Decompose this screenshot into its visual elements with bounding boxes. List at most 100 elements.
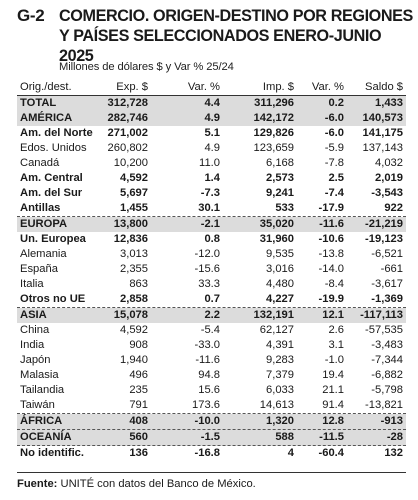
- cell-exp: 282,746: [107, 112, 148, 124]
- cell-imp-var: -10.6: [318, 233, 345, 245]
- cell-exp-var: -2.1: [200, 218, 220, 230]
- cell-imp: 9,535: [266, 248, 294, 260]
- table-row: EUROPA 13,800 -2.1 35,020 -11.6 -21,219: [17, 217, 406, 232]
- cell-imp-var: 19.4: [322, 369, 344, 381]
- cell-saldo: 132: [384, 447, 403, 459]
- cell-imp: 4,480: [266, 278, 294, 290]
- table-row: Japón 1,940 -11.6 9,283 -1.0 -7,344: [17, 353, 406, 368]
- cell-exp: 4,592: [120, 324, 148, 336]
- cell-origin: Italia: [20, 278, 44, 290]
- cell-imp: 311,296: [254, 97, 294, 109]
- cell-saldo: -19,123: [365, 233, 403, 245]
- cell-saldo: -3,617: [371, 278, 403, 290]
- cell-exp: 5,697: [120, 187, 148, 199]
- cell-saldo: -117,113: [360, 309, 403, 321]
- cell-imp-var: -11.5: [319, 431, 344, 443]
- table-row: Alemania 3,013 -12.0 9,535 -13.8 -6,521: [17, 247, 406, 262]
- cell-origin: Malasia: [20, 369, 59, 381]
- cell-imp: 4,227: [266, 293, 294, 305]
- cell-saldo: -6,882: [371, 369, 403, 381]
- cell-exp-var: 4.9: [204, 142, 220, 154]
- cell-exp-var: 5.1: [204, 127, 220, 139]
- cell-origin: TOTAL: [20, 97, 57, 109]
- cell-exp-var: 173.6: [192, 399, 220, 411]
- table-row: ASIA 15,078 2.2 132,191 12.1 -117,113: [17, 308, 406, 323]
- cell-exp-var: 30.1: [198, 202, 220, 214]
- cell-imp: 6,033: [266, 384, 294, 396]
- cell-exp: 2,858: [120, 293, 148, 305]
- cell-imp: 62,127: [259, 324, 294, 336]
- cell-saldo: -7,344: [371, 354, 403, 366]
- table-row: TOTAL 312,728 4.4 311,296 0.2 1,433: [17, 96, 406, 111]
- cell-origin: Otros no UE: [20, 293, 86, 305]
- cell-exp: 271,002: [107, 127, 148, 139]
- cell-exp: 13,800: [113, 218, 148, 230]
- cell-exp-var: 11.0: [199, 157, 220, 169]
- cell-saldo: -3,543: [371, 187, 403, 199]
- table-row: Italia 863 33.3 4,480 -8.4 -3,617: [17, 277, 406, 292]
- cell-exp-var: 4.4: [204, 97, 220, 109]
- cell-origin: OCEANÍA: [20, 431, 72, 443]
- cell-imp-var: -5.9: [324, 142, 344, 154]
- cell-imp-var: -1.0: [324, 354, 344, 366]
- cell-imp: 7,379: [266, 369, 294, 381]
- cell-exp-var: 94.8: [198, 369, 220, 381]
- cell-origin: AMÉRICA: [20, 112, 73, 124]
- cell-origin: Am. del Norte: [20, 127, 93, 139]
- footer-text: UNITÉ con datos del Banco de México.: [57, 478, 256, 490]
- chart-title: COMERCIO. ORIGEN-DESTINO POR REGIONES Y …: [59, 7, 413, 65]
- table-row: Edos. Unidos 260,802 4.9 123,659 -5.9 137,143: [17, 141, 406, 156]
- cell-origin: Canadá: [20, 157, 60, 169]
- table-row: Am. Central 4,592 1.4 2,573 2.5 2,019: [17, 171, 406, 186]
- cell-saldo: 140,573: [362, 112, 403, 124]
- table-row: ÁFRICA 408 -10.0 1,320 12.8 -913: [17, 414, 406, 430]
- cell-imp-var: 91.4: [322, 399, 344, 411]
- cell-exp: 863: [129, 278, 148, 290]
- cell-imp: 123,659: [253, 142, 294, 154]
- cell-exp-var: 33.3: [198, 278, 220, 290]
- column-header-exp-var: Var. %: [187, 81, 220, 93]
- column-header-exp: Exp. $: [116, 81, 148, 93]
- cell-origin: Alemania: [20, 248, 67, 260]
- cell-saldo: -913: [380, 415, 403, 427]
- cell-imp: 533: [275, 202, 294, 214]
- cell-exp-var: 0.8: [204, 233, 220, 245]
- cell-imp-var: -17.9: [318, 202, 345, 214]
- cell-imp-var: -8.4: [324, 278, 344, 290]
- cell-imp-var: 12.1: [322, 309, 344, 321]
- table-row: Malasia 496 94.8 7,379 19.4 -6,882: [17, 368, 406, 383]
- table-row: China 4,592 -5.4 62,127 2.6 -57,535: [17, 323, 406, 338]
- table-row: OCEANÍA 560 -1.5 588 -11.5 -28: [17, 430, 406, 446]
- cell-imp-var: -6.0: [324, 127, 344, 139]
- table-row: Am. del Norte 271,002 5.1 129,826 -6.0 141,17…: [17, 126, 406, 141]
- cell-exp: 15,078: [113, 309, 148, 321]
- cell-exp: 408: [129, 415, 148, 427]
- data-table: Orig./dest. Exp. $ Var. % Imp. $ Var. % …: [17, 80, 406, 461]
- cell-imp-var: -60.4: [318, 447, 345, 459]
- cell-saldo: 2,019: [375, 172, 403, 184]
- cell-exp-var: -33.0: [194, 339, 221, 351]
- cell-exp: 2,355: [120, 263, 148, 275]
- footer-rule: [17, 472, 406, 473]
- cell-exp: 496: [129, 369, 148, 381]
- cell-exp-var: 4.9: [204, 112, 220, 124]
- table-row: No identific. 136 -16.8 4 -60.4 132: [17, 446, 406, 461]
- cell-origin: ÁFRICA: [20, 415, 63, 427]
- column-header-origin: Orig./dest.: [20, 81, 72, 93]
- cell-origin: Japón: [20, 354, 51, 366]
- cell-exp: 908: [129, 339, 148, 351]
- cell-origin: Edos. Unidos: [20, 142, 87, 154]
- table-row: AMÉRICA 282,746 4.9 142,172 -6.0 140,573: [17, 111, 406, 126]
- cell-saldo: 137,143: [362, 142, 403, 154]
- cell-origin: China: [20, 324, 50, 336]
- cell-saldo: -28: [386, 431, 403, 443]
- cell-saldo: -13,821: [365, 399, 403, 411]
- cell-imp-var: -14.0: [318, 263, 345, 275]
- cell-imp: 3,016: [266, 263, 294, 275]
- cell-exp-var: -10.0: [194, 415, 221, 427]
- cell-origin: Tailandia: [20, 384, 65, 396]
- cell-exp: 791: [129, 399, 148, 411]
- cell-origin: EUROPA: [20, 218, 68, 230]
- cell-exp-var: -16.8: [194, 447, 221, 459]
- cell-imp-var: 3.1: [328, 339, 344, 351]
